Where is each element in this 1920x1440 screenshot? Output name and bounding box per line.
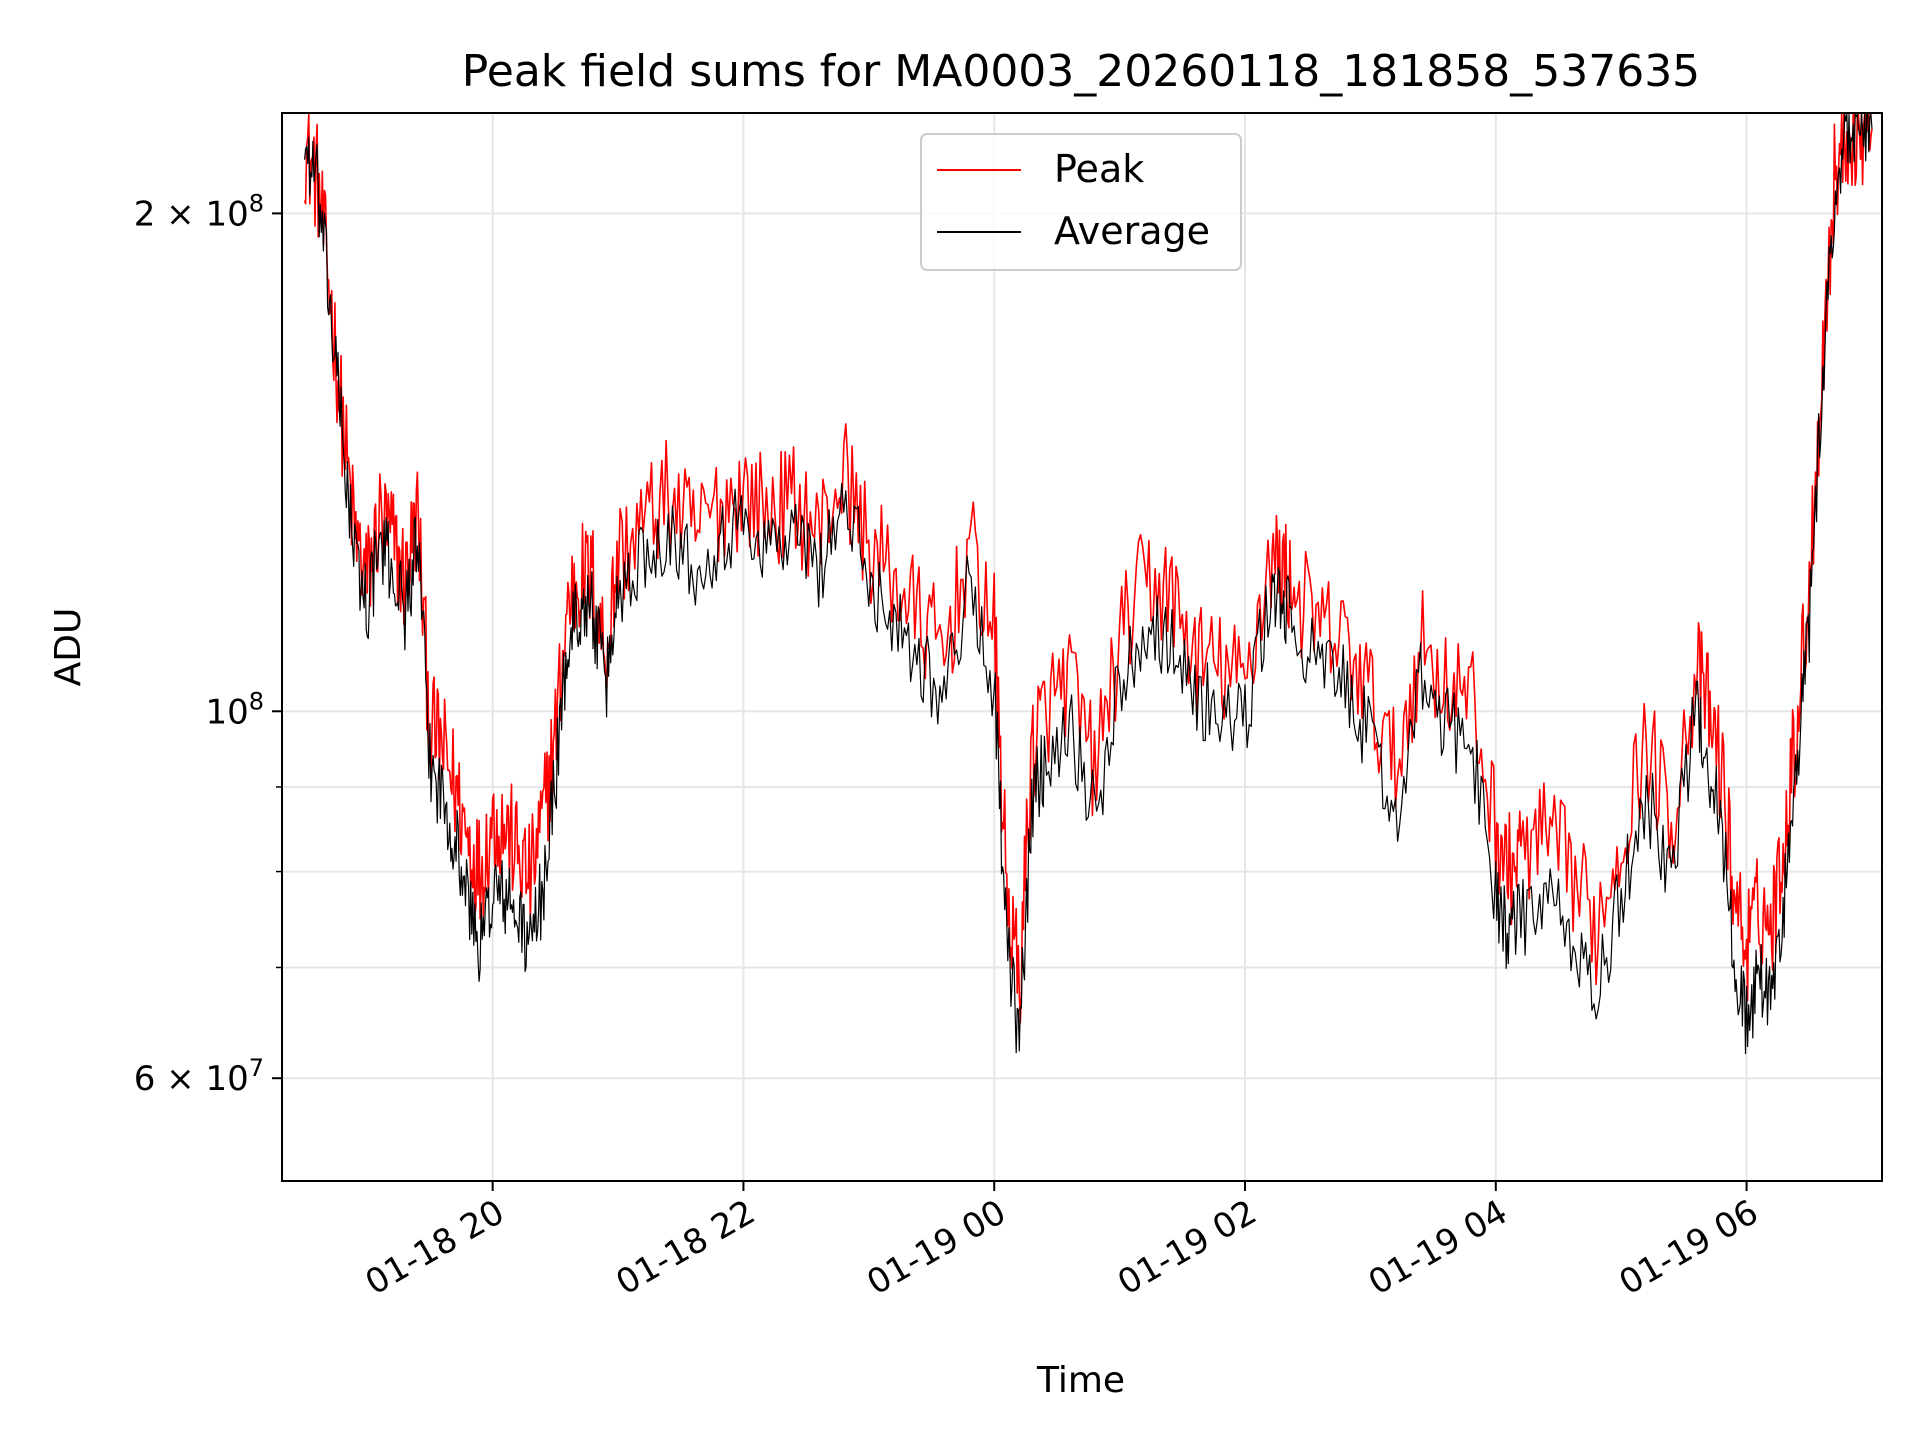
y-tick-label: 6 × 107 [134, 1054, 264, 1099]
legend-label-peak: Peak [1054, 147, 1144, 191]
legend: Peak Average [920, 133, 1242, 271]
chart-title: Peak field sums for MA0003_20260118_1818… [462, 46, 1700, 97]
y-tick-label: 2 × 108 [134, 189, 264, 234]
series-line-peak [303, 113, 1873, 1024]
series-line-average [304, 113, 1873, 1055]
legend-box [920, 133, 1242, 271]
series-group [303, 113, 1873, 1055]
y-tick-label: 108 [205, 687, 264, 732]
legend-label-average: Average [1054, 209, 1210, 253]
y-axis-title: ADU [48, 608, 89, 687]
x-axis-title: Time [1036, 1360, 1125, 1401]
plot-frame [281, 112, 1883, 1182]
